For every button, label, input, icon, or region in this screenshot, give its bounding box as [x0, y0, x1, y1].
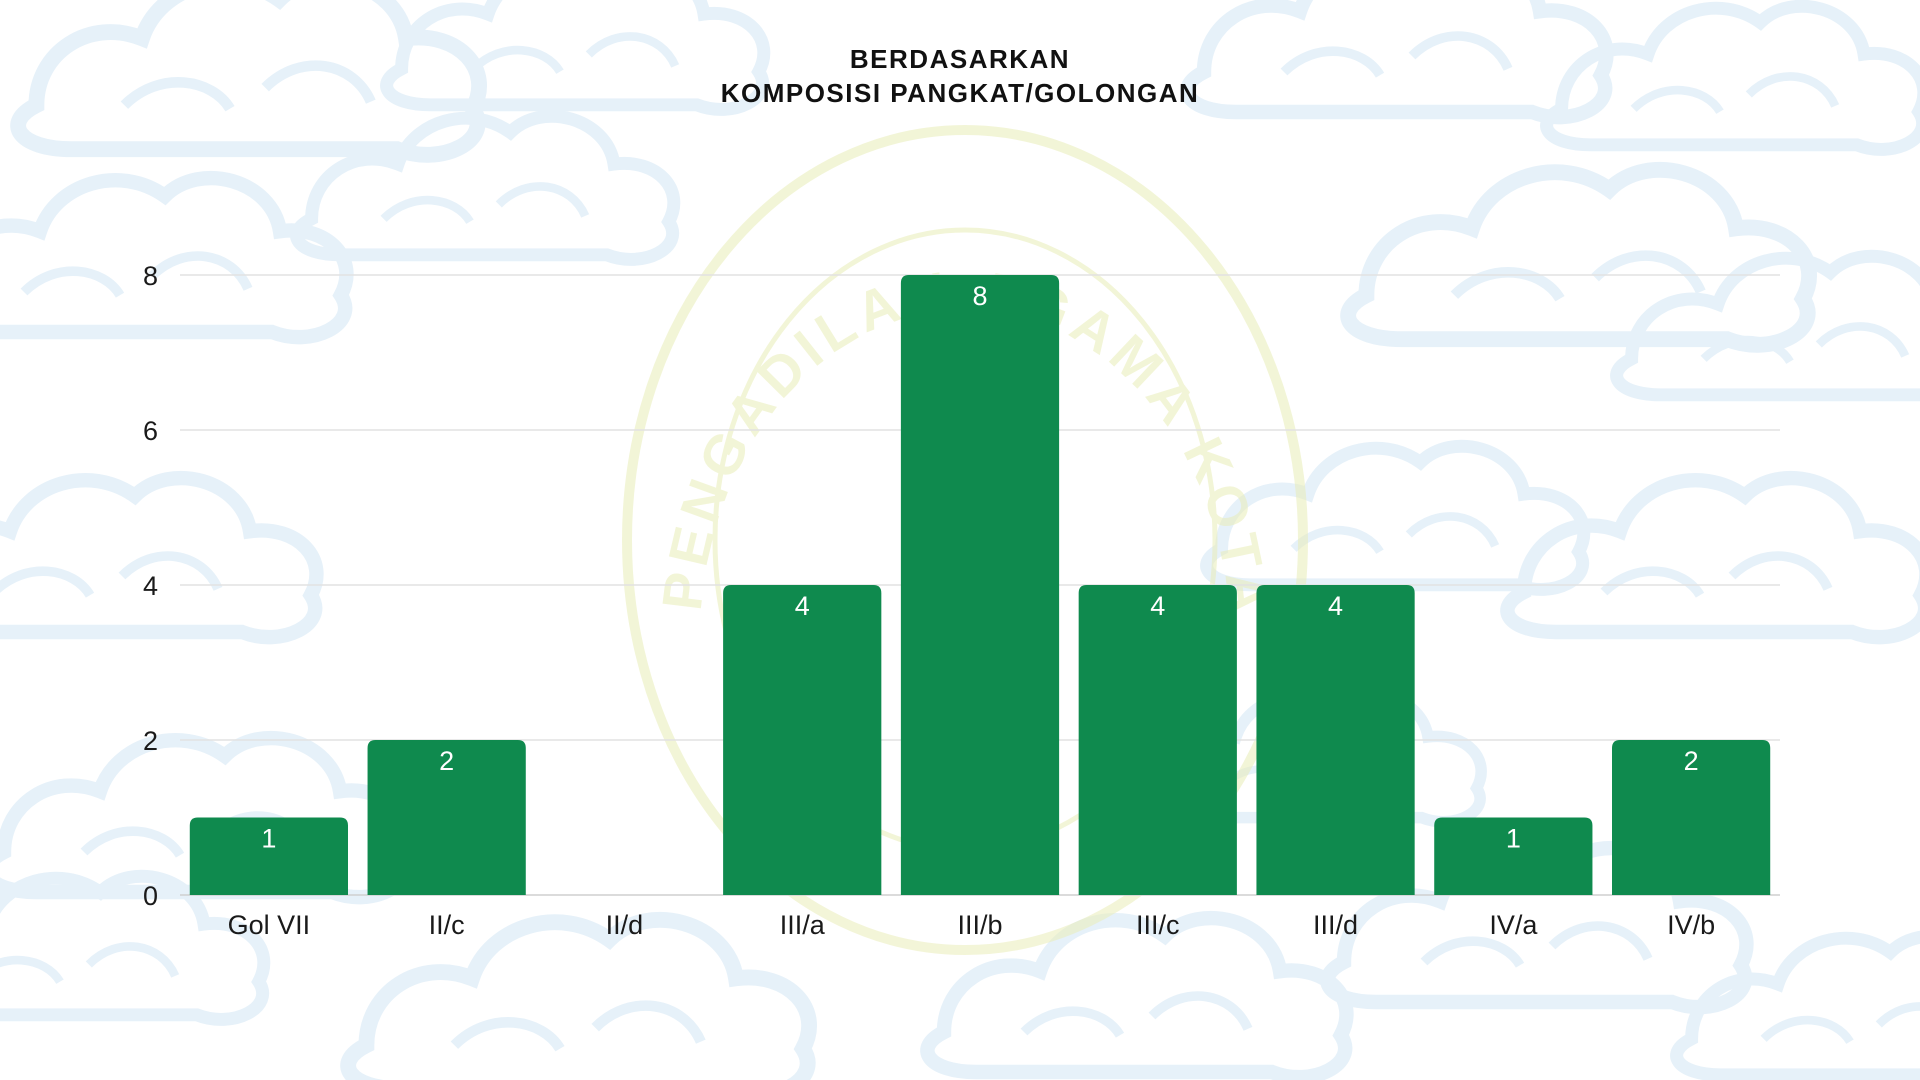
bar	[367, 740, 526, 895]
x-tick-label: IV/b	[1667, 910, 1715, 940]
x-axis: Gol VII II/c II/d III/a III/b III/c III/d IV/a I…	[228, 910, 1716, 940]
x-tick-label: II/d	[606, 910, 644, 940]
bar-value-label: 4	[1150, 591, 1165, 621]
bar-value-label: 8	[972, 281, 987, 311]
bar	[1078, 585, 1237, 895]
cloud-ornament	[1500, 470, 1920, 645]
cloud-ornament	[10, 0, 487, 163]
y-tick-label: 6	[143, 416, 158, 446]
x-tick-label: IV/a	[1489, 910, 1538, 940]
cloud-ornament	[1180, 0, 1614, 125]
y-axis: 0 2 4 6 8	[143, 261, 158, 911]
cloud-ornament	[290, 109, 681, 266]
y-tick-label: 0	[143, 881, 158, 911]
bar	[723, 585, 882, 895]
x-tick-label: II/c	[429, 910, 465, 940]
chart-title-line-1: BERDASARKAN	[849, 44, 1071, 74]
bar	[189, 817, 348, 895]
x-tick-label: III/b	[957, 910, 1002, 940]
bar	[1434, 817, 1593, 895]
x-tick-label: Gol VII	[228, 910, 311, 940]
cloud-ornament	[340, 911, 817, 1080]
x-tick-label: III/a	[780, 910, 826, 940]
cloud-ornament	[0, 470, 324, 645]
bar-value-label: 4	[795, 591, 810, 621]
cloud-ornament	[380, 0, 771, 116]
bar-value-label: 4	[1328, 591, 1343, 621]
y-tick-label: 4	[143, 571, 158, 601]
y-tick-label: 8	[143, 261, 158, 291]
cloud-ornament	[0, 869, 271, 1026]
cloud-ornament	[1540, 0, 1920, 156]
x-tick-label: III/c	[1136, 910, 1180, 940]
seal-outer-ring	[622, 125, 1308, 955]
cloud-ornament	[1670, 930, 1920, 1080]
cloud-ornament	[0, 170, 354, 345]
y-tick-label: 2	[143, 726, 158, 756]
bar-value-label: 2	[439, 746, 454, 776]
cloud-ornament	[1610, 249, 1920, 402]
bar	[1612, 740, 1771, 895]
bar-value-label: 1	[1506, 824, 1521, 854]
bar	[900, 275, 1060, 895]
x-tick-label: III/d	[1313, 910, 1358, 940]
cloud-ornament	[920, 910, 1354, 1080]
bar-value-label: 2	[1684, 746, 1699, 776]
chart-title: BERDASARKAN KOMPOSISI PANGKAT/GOLONGAN	[0, 42, 1920, 110]
bars: 1 2 4 8 4 4 1 2	[189, 275, 1771, 895]
bar-value-label: 1	[261, 824, 276, 854]
chart-title-line-2: KOMPOSISI PANGKAT/GOLONGAN	[720, 78, 1200, 108]
bar	[1256, 585, 1415, 895]
